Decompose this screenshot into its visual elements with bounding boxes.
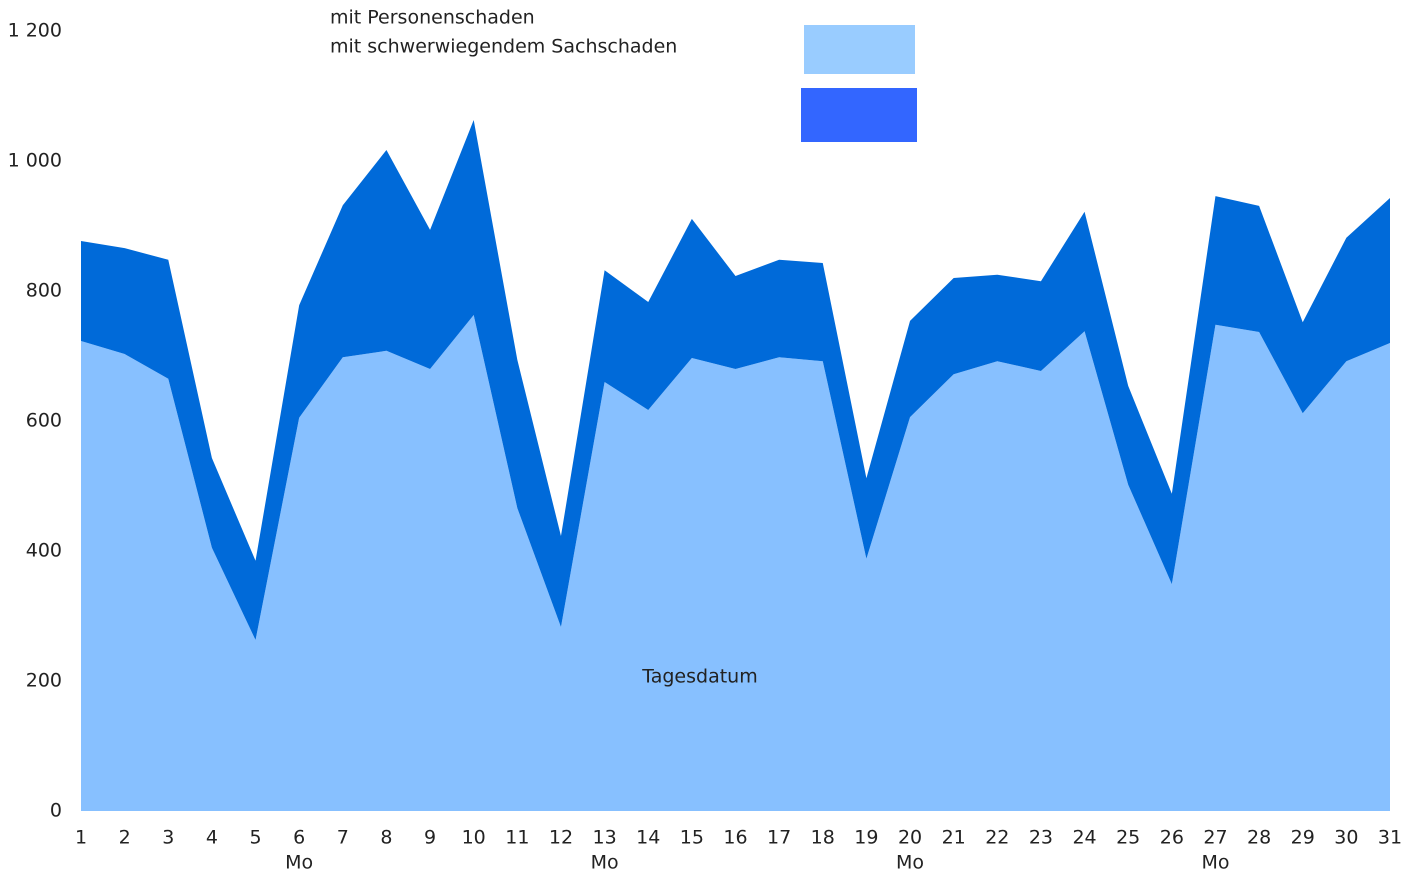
y-tick-label: 800 xyxy=(26,280,62,302)
x-tick-label: 18 xyxy=(811,827,835,849)
weekday-label: Mo xyxy=(896,852,924,873)
x-tick-label: 11 xyxy=(505,827,529,849)
x-tick-label: 14 xyxy=(636,827,660,849)
x-tick-label: 13 xyxy=(593,827,617,849)
x-tick-label: 12 xyxy=(549,827,573,849)
y-tick-label: 1 000 xyxy=(8,150,62,172)
x-tick-label: 8 xyxy=(380,827,392,849)
x-tick-label: 21 xyxy=(942,827,966,849)
x-tick-label: 7 xyxy=(337,827,349,849)
x-tick-label: 31 xyxy=(1378,827,1402,849)
y-tick-label: 600 xyxy=(26,410,62,432)
x-tick-label: 9 xyxy=(424,827,436,849)
y-tick-label: 200 xyxy=(26,670,62,692)
legend-label: mit schwerwiegendem Sachschaden xyxy=(330,36,677,58)
x-tick-label: 20 xyxy=(898,827,922,849)
y-tick-label: 1 200 xyxy=(8,20,62,42)
x-tick-label: 19 xyxy=(854,827,878,849)
x-tick-label: 6 xyxy=(293,827,305,849)
x-tick-label: 4 xyxy=(206,827,218,849)
x-tick-label: 25 xyxy=(1116,827,1140,849)
legend-label: mit Personenschaden xyxy=(330,7,535,29)
x-tick-label: 3 xyxy=(162,827,174,849)
y-tick-label: 400 xyxy=(26,540,62,562)
x-tick-label: 2 xyxy=(119,827,131,849)
x-tick-label: 28 xyxy=(1247,827,1271,849)
x-tick-label: 15 xyxy=(680,827,704,849)
y-tick-label: 0 xyxy=(50,800,62,822)
x-tick-label: 17 xyxy=(767,827,791,849)
x-tick-label: 29 xyxy=(1291,827,1315,849)
weekday-label: Mo xyxy=(285,852,313,873)
x-tick-label: 1 xyxy=(75,827,87,849)
area xyxy=(81,315,1390,811)
x-tick-label: 16 xyxy=(723,827,747,849)
area xyxy=(81,120,1390,641)
x-tick-label: 23 xyxy=(1029,827,1053,849)
x-tick-label: 24 xyxy=(1072,827,1096,849)
x-tick-label: 30 xyxy=(1334,827,1358,849)
x-tick-label: 5 xyxy=(249,827,261,849)
x-tick-label: 10 xyxy=(462,827,486,849)
weekday-label: Mo xyxy=(591,852,619,873)
weekday-label: Mo xyxy=(1201,852,1229,873)
x-tick-label: 22 xyxy=(985,827,1009,849)
x-tick-label: 26 xyxy=(1160,827,1184,849)
legend-swatch xyxy=(804,25,915,74)
x-axis-label: Tagesdatum xyxy=(641,666,757,688)
x-tick-label: 27 xyxy=(1203,827,1227,849)
legend-swatch xyxy=(801,88,917,142)
